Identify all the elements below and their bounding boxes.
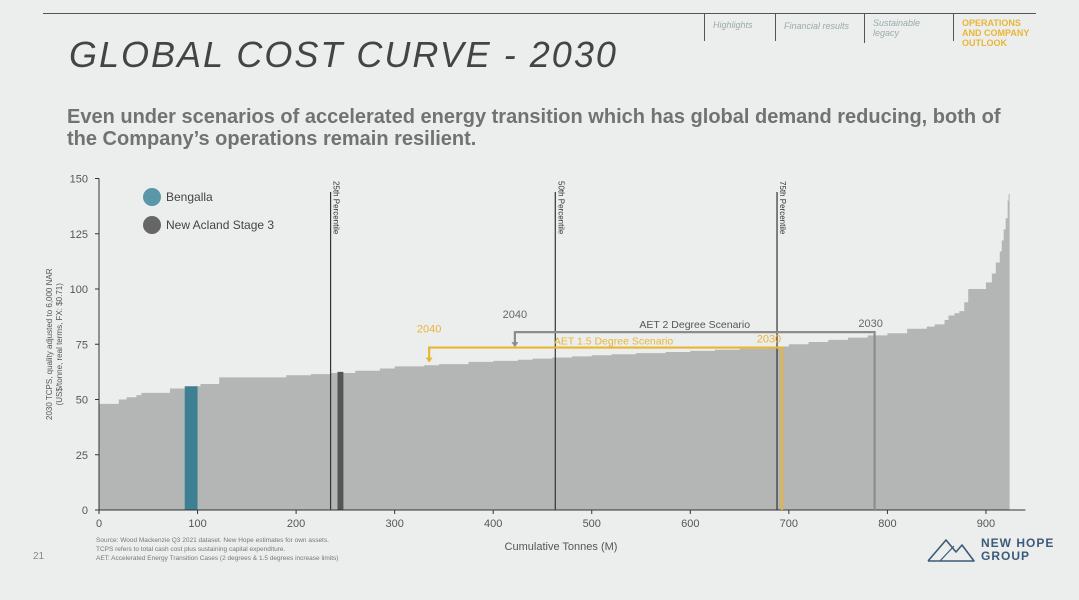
legend-label: New Acland Stage 3 xyxy=(166,218,274,232)
y-axis-label: 2030 TCPS, quality adjusted to 6,000 NAR… xyxy=(45,268,64,420)
percentile-label: 50th Percentile xyxy=(556,181,565,235)
scenario-aet-2-degree-scenario-arrow xyxy=(511,342,519,348)
percentile-label: 25th Percentile xyxy=(332,181,341,235)
y-tick-label: 50 xyxy=(76,395,88,407)
source-line: TCPS refers to total cash cost plus sust… xyxy=(96,546,286,553)
y-tick-label: 100 xyxy=(70,284,88,296)
header-rule xyxy=(43,13,1036,14)
scenario-aet-2-degree-scenario-label: AET 2 Degree Scenario xyxy=(639,319,750,331)
scenario-aet-2-degree-scenario-right-year: 2030 xyxy=(858,318,882,330)
y-tick-label: 0 xyxy=(82,505,88,517)
cost-curve-area xyxy=(99,193,1010,510)
scenario-aet-1-5-degree-scenario-right-year: 2030 xyxy=(757,334,781,346)
x-tick-label: 0 xyxy=(96,518,102,530)
company-logo-text: NEW HOPE GROUP xyxy=(981,537,1054,563)
y-axis-label-line-2: (US$/tonne, real terms, FX: $0.71) xyxy=(55,283,64,406)
legend-label: Bengalla xyxy=(166,190,213,204)
highlight-bar-new-acland-stage-3 xyxy=(337,371,344,510)
scenario-aet-2-degree-scenario-left-year: 2040 xyxy=(503,309,527,321)
scenario-aet-1-5-degree-scenario-left-year: 2040 xyxy=(417,324,441,336)
y-axis-label-line-1: 2030 TCPS, quality adjusted to 6,000 NAR xyxy=(45,268,54,420)
y-tick-label: 25 xyxy=(76,450,88,462)
nav-tab-highlights[interactable]: Highlights xyxy=(704,14,775,41)
highlight-bar-bengalla xyxy=(184,386,198,510)
nav-tab-label: OPERATIONS AND COMPANY OUTLOOK xyxy=(962,18,1030,48)
nav-tab-label: Highlights xyxy=(713,20,753,30)
page-subtitle: Even under scenarios of accelerated ener… xyxy=(67,106,1001,150)
scenario-aet-1-5-degree-scenario-arrow xyxy=(425,357,433,363)
source-note: Source: Wood Mackenzie Q3 2021 dataset. … xyxy=(96,536,338,563)
percentile-label: 75th Percentile xyxy=(778,181,787,235)
nav-tab-operations-outlook[interactable]: OPERATIONS AND COMPANY OUTLOOK xyxy=(953,14,1037,48)
logo-line-1: NEW HOPE xyxy=(981,536,1055,550)
x-tick-label: 800 xyxy=(878,518,896,530)
nav-tab-financial-results[interactable]: Financial results xyxy=(775,14,864,41)
x-tick-label: 200 xyxy=(287,518,305,530)
legend-swatch xyxy=(143,216,161,234)
page-title: GLOBAL COST CURVE - 2030 xyxy=(69,34,618,75)
x-tick-label: 500 xyxy=(583,518,601,530)
x-tick-label: 700 xyxy=(780,518,798,530)
y-tick-label: 150 xyxy=(70,174,88,186)
x-tick-label: 300 xyxy=(385,518,403,530)
scenario-aet-1-5-degree-scenario-bracket xyxy=(428,346,784,510)
x-tick-label: 600 xyxy=(681,518,699,530)
logo-line-2: GROUP xyxy=(981,549,1031,563)
x-tick-label: 400 xyxy=(484,518,502,530)
y-tick-label: 75 xyxy=(76,339,88,351)
scenario-aet-1-5-degree-scenario-label: AET 1.5 Degree Scenario xyxy=(554,336,674,348)
page-number: 21 xyxy=(33,551,45,562)
source-line: Source: Wood Mackenzie Q3 2021 dataset. … xyxy=(96,537,329,544)
x-axis-label: Cumulative Tonnes (M) xyxy=(505,541,618,553)
nav-tab-sustainable-legacy[interactable]: Sustainable legacy xyxy=(864,14,953,43)
scenario-aet-2-degree-scenario-bracket xyxy=(513,330,876,510)
nav-tab-label: Sustainable legacy xyxy=(873,18,921,38)
source-line: AET: Accelerated Energy Transition Cases… xyxy=(96,555,339,562)
y-tick-label: 125 xyxy=(70,229,88,241)
new-hope-logo-icon xyxy=(927,539,975,562)
x-tick-label: 100 xyxy=(188,518,206,530)
x-tick-label: 900 xyxy=(977,518,995,530)
nav-tab-label: Financial results xyxy=(784,21,850,31)
legend-swatch xyxy=(143,188,161,206)
